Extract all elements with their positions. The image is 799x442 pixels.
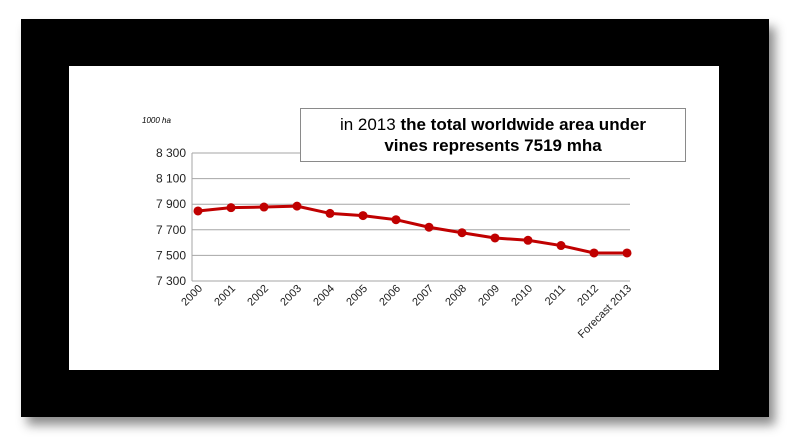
x-tick-label: 2008 [443, 283, 469, 309]
data-point [523, 235, 533, 245]
callout-text-bold-2: vines represents 7519 mha [384, 136, 602, 155]
data-point [457, 228, 467, 238]
x-tick-label: 2003 [278, 283, 304, 309]
data-point [259, 202, 269, 212]
unit-label: 1000 ha [142, 116, 171, 125]
data-point [391, 215, 401, 225]
gridlines [191, 152, 630, 282]
callout-box: in 2013 the total worldwide area under v… [300, 108, 686, 162]
x-tick-label: 2011 [543, 283, 568, 308]
callout-text-bold-1: the total worldwide area under [400, 115, 647, 134]
data-point [358, 211, 368, 221]
data-point [490, 233, 500, 243]
x-tick-label: 2012 [575, 283, 601, 309]
x-tick-label: 2006 [377, 283, 403, 309]
y-tick-label: 7 700 [156, 223, 186, 237]
data-point [325, 208, 335, 218]
y-tick-label: 7 500 [156, 248, 186, 262]
data-point [589, 248, 599, 258]
x-tick-label: 2002 [245, 283, 271, 309]
data-point [226, 203, 236, 213]
data-point [622, 248, 632, 258]
x-tick-label: 2010 [509, 283, 535, 309]
x-tick-label: 2007 [410, 283, 436, 309]
x-tick-label: 2005 [344, 283, 370, 309]
data-point [292, 201, 302, 211]
data-point [424, 222, 434, 232]
y-tick-label: 7 300 [156, 274, 186, 288]
data-point [193, 206, 203, 216]
data-point [556, 241, 566, 251]
series-line [197, 204, 627, 255]
callout-text-plain: in 2013 [339, 115, 401, 134]
y-tick-label: 7 900 [156, 197, 186, 211]
data-points [193, 201, 632, 258]
y-tick-label: 8 300 [156, 146, 186, 160]
x-tick-label: 2009 [476, 283, 502, 309]
y-axis-ticks: 7 300 7 500 7 700 7 900 8 100 8 300 [156, 146, 186, 288]
x-tick-label: 2004 [311, 283, 337, 309]
x-axis-ticks: 2000 2001 2002 2003 2004 2005 2006 2007 2008 2009… [179, 283, 634, 341]
y-tick-label: 8 100 [156, 172, 186, 186]
x-tick-label: 2001 [212, 283, 238, 309]
